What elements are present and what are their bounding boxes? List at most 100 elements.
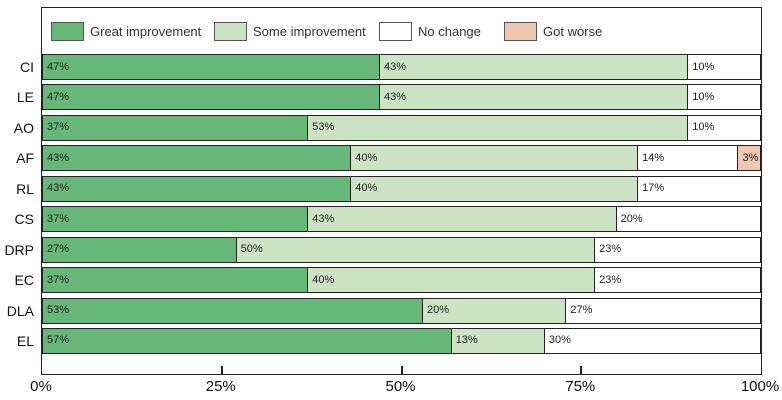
bar-row: 43% 40% 14% 3% bbox=[42, 145, 761, 172]
bar-segment: 43% bbox=[379, 85, 689, 110]
segment-label: 3% bbox=[742, 151, 759, 164]
bar-row: 53% 20% 27% bbox=[42, 297, 761, 324]
bar-segment: 14% bbox=[638, 146, 739, 171]
category-label: CS bbox=[14, 211, 34, 228]
segment-label: 20% bbox=[427, 304, 450, 316]
segment-label: 37% bbox=[47, 273, 70, 286]
segment-label: 10% bbox=[692, 60, 715, 73]
legend-swatch-icon bbox=[51, 21, 84, 41]
legend-swatch-icon bbox=[379, 21, 412, 41]
x-axis-label: 0% bbox=[30, 378, 52, 395]
legend-swatch-icon bbox=[214, 21, 247, 41]
bar-segment: 47% bbox=[43, 55, 380, 79]
category-label: EC bbox=[14, 272, 34, 289]
bar-segment: 10% bbox=[688, 85, 760, 110]
bar-segment: 23% bbox=[595, 268, 760, 293]
segment-label: 53% bbox=[47, 304, 70, 316]
bar-segment: 43% bbox=[379, 55, 689, 79]
segment-label: 23% bbox=[599, 243, 622, 256]
axis-tick bbox=[220, 366, 223, 374]
segment-label: 40% bbox=[312, 273, 335, 286]
bar-segment: 20% bbox=[423, 298, 567, 323]
segment-label: 14% bbox=[642, 151, 665, 164]
legend-label: No change bbox=[418, 23, 481, 39]
bar-segment: 47% bbox=[43, 85, 380, 110]
bar-segment: 43% bbox=[43, 146, 352, 171]
legend-label: Some improvement bbox=[253, 23, 366, 39]
category-label: DLA bbox=[6, 302, 34, 319]
segment-label: 43% bbox=[383, 60, 407, 73]
segment-label: 20% bbox=[620, 212, 643, 225]
segment-label: 10% bbox=[692, 90, 715, 103]
bar-segment: 30% bbox=[544, 328, 760, 353]
bar-segment: 57% bbox=[43, 328, 452, 353]
bar-row: 57% 13% 30% bbox=[42, 327, 761, 354]
legend-item: Got worse bbox=[504, 21, 602, 41]
segment-label: 27% bbox=[47, 243, 70, 256]
bar-segment: 53% bbox=[308, 115, 689, 140]
category-label: AF bbox=[16, 150, 34, 167]
category-label: RL bbox=[16, 180, 34, 197]
axis-tick bbox=[400, 366, 403, 374]
legend-item: Great improvement bbox=[51, 21, 201, 41]
bar-segment: 40% bbox=[351, 146, 639, 171]
bar-segment: 37% bbox=[43, 115, 309, 140]
bar-segment: 40% bbox=[308, 268, 596, 293]
legend-swatch-icon bbox=[504, 21, 537, 41]
bar-segment: 37% bbox=[43, 207, 309, 232]
category-label: LE bbox=[16, 89, 34, 106]
segment-label: 43% bbox=[47, 182, 70, 195]
bar-segment: 13% bbox=[451, 328, 545, 353]
bar-segment: 43% bbox=[308, 207, 617, 232]
bar-row: 43% 40% 17% bbox=[42, 175, 761, 202]
segment-label: 40% bbox=[355, 151, 378, 164]
legend-label: Got worse bbox=[543, 23, 603, 39]
bars: 47% 43% 10% 47% 43% 10% 37% 53% 10% 43% 40% 14% 3% 43… bbox=[42, 54, 761, 354]
bar-segment: 20% bbox=[616, 207, 760, 232]
x-axis-label: 75% bbox=[565, 378, 596, 395]
x-axis-label: 100% bbox=[740, 378, 780, 395]
segment-label: 47% bbox=[47, 60, 70, 73]
segment-label: 10% bbox=[692, 121, 715, 134]
segment-label: 50% bbox=[240, 243, 263, 256]
bar-segment: 53% bbox=[43, 298, 423, 323]
y-axis-category-labels: CI LE AO AF RL CS DRP EC DLA EL bbox=[0, 54, 36, 354]
category-label: AO bbox=[13, 119, 34, 136]
bar-segment: 27% bbox=[43, 237, 237, 262]
bar-row: 47% 43% 10% bbox=[42, 54, 761, 80]
bar-row: 47% 43% 10% bbox=[42, 84, 761, 111]
bar-segment: 43% bbox=[43, 176, 352, 201]
segment-label: 40% bbox=[355, 182, 378, 195]
segment-label: 43% bbox=[383, 90, 407, 103]
segment-label: 43% bbox=[47, 151, 70, 164]
segment-label: 47% bbox=[47, 90, 70, 103]
bar-row: 37% 43% 20% bbox=[42, 206, 761, 233]
x-axis-label: 25% bbox=[205, 378, 236, 395]
x-axis-tick-labels: 0% 25% 50% 75% 100% bbox=[30, 378, 779, 396]
segment-label: 13% bbox=[455, 334, 478, 347]
legend-item: Some improvement bbox=[214, 21, 366, 41]
bar-segment: 23% bbox=[595, 237, 760, 262]
bar-row: 27% 50% 23% bbox=[42, 236, 761, 263]
segment-label: 57% bbox=[47, 334, 70, 347]
bar-segment: 3% bbox=[738, 146, 760, 171]
x-axis-strip bbox=[42, 354, 761, 374]
x-axis-label: 50% bbox=[385, 378, 416, 395]
bar-segment: 10% bbox=[688, 115, 760, 140]
legend-label: Great improvement bbox=[90, 23, 202, 39]
legend-item: No change bbox=[379, 21, 481, 41]
segment-label: 27% bbox=[570, 304, 593, 316]
segment-label: 37% bbox=[47, 121, 70, 134]
category-label: EL bbox=[16, 332, 34, 349]
axis-tick bbox=[580, 366, 583, 374]
bar-segment: 50% bbox=[236, 237, 596, 262]
bar-row: 37% 40% 23% bbox=[42, 267, 761, 294]
category-label: DRP bbox=[4, 241, 34, 258]
segment-label: 53% bbox=[312, 121, 335, 134]
bar-row: 37% 53% 10% bbox=[42, 114, 761, 141]
bar-segment: 40% bbox=[351, 176, 639, 201]
segment-label: 30% bbox=[548, 334, 571, 347]
chart-legend: Great improvement Some improvement No chan… bbox=[42, 8, 761, 54]
segment-label: 37% bbox=[47, 212, 70, 225]
category-label: CI bbox=[20, 59, 34, 75]
